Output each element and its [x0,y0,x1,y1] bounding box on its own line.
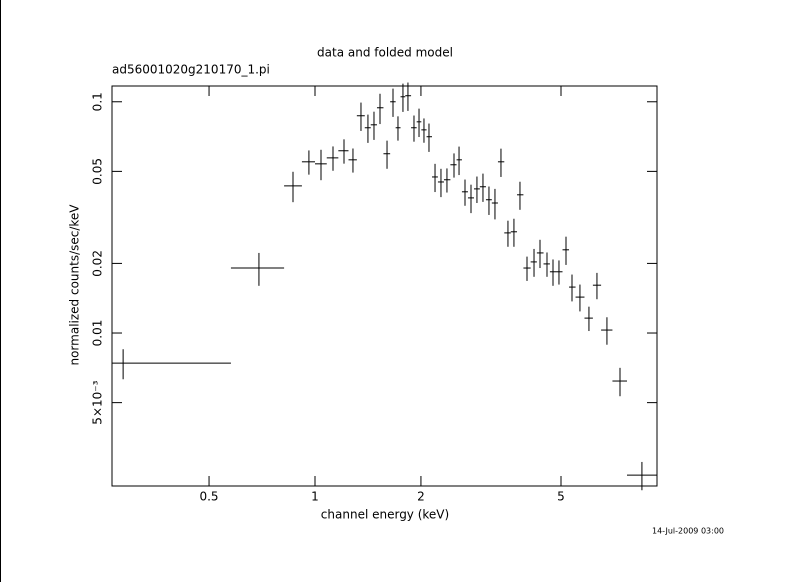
y-tick-label: 0.02 [91,250,105,277]
chart-title: data and folded model [317,46,453,60]
x-tick-label: 0.5 [199,490,218,504]
y-axis-label: normalized counts/sec/keV [68,204,82,366]
y-tick-label: 0.1 [91,92,105,111]
x-axis-label: channel energy (keV) [321,508,449,522]
y-tick-label: 0.05 [91,158,105,185]
x-tick-label: 1 [311,490,319,504]
chart-subtitle: ad56001020g210170_1.pi [112,63,270,77]
x-tick-label: 5 [557,490,565,504]
y-tick-label: 0.01 [91,320,105,347]
plot-frame [111,85,658,487]
y-tick-label: 5×10⁻³ [91,380,105,424]
x-tick-label: 2 [417,490,425,504]
timestamp: 14-Jul-2009 03:00 [652,527,724,536]
